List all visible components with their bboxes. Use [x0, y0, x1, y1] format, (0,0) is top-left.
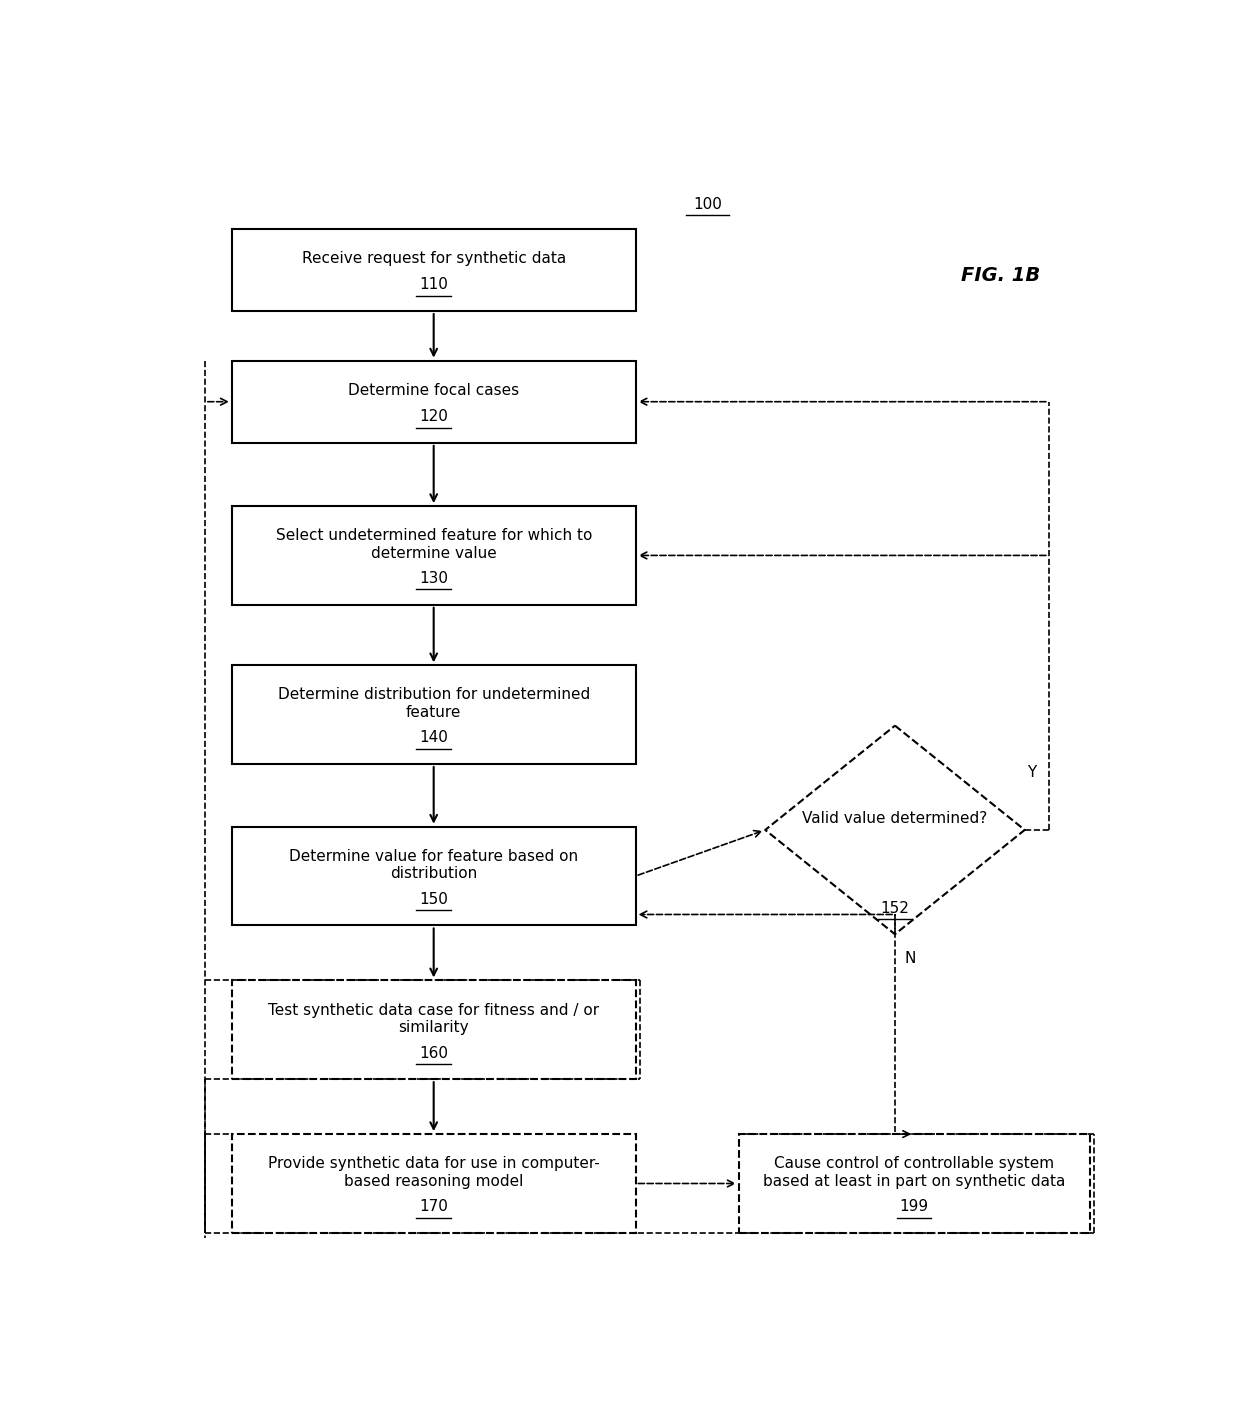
Bar	[232, 665, 635, 764]
Text: 152: 152	[880, 901, 909, 915]
Text: 100: 100	[693, 197, 722, 211]
Text: 170: 170	[419, 1199, 448, 1215]
Text: N: N	[905, 951, 916, 965]
Text: 120: 120	[419, 409, 448, 424]
Bar	[232, 506, 635, 605]
Text: 199: 199	[900, 1199, 929, 1215]
Bar	[232, 1134, 635, 1233]
Text: Determine focal cases: Determine focal cases	[348, 384, 520, 398]
Text: 160: 160	[419, 1045, 448, 1061]
Text: Determine value for feature based on
distribution: Determine value for feature based on dis…	[289, 848, 578, 881]
Text: Y: Y	[1027, 764, 1035, 780]
Bar	[232, 980, 635, 1079]
Text: Provide synthetic data for use in computer-
based reasoning model: Provide synthetic data for use in comput…	[268, 1156, 600, 1189]
Bar	[232, 361, 635, 443]
Text: 130: 130	[419, 572, 448, 586]
Text: Cause control of controllable system
based at least in part on synthetic data: Cause control of controllable system bas…	[763, 1156, 1065, 1189]
Text: 140: 140	[419, 730, 448, 746]
Bar	[232, 228, 635, 311]
Text: Receive request for synthetic data: Receive request for synthetic data	[301, 251, 565, 267]
Bar	[739, 1134, 1090, 1233]
Text: 150: 150	[419, 891, 448, 907]
Text: FIG. 1B: FIG. 1B	[961, 265, 1040, 285]
Text: Select undetermined feature for which to
determine value: Select undetermined feature for which to…	[275, 528, 591, 560]
Text: Test synthetic data case for fitness and / or
similarity: Test synthetic data case for fitness and…	[268, 1002, 599, 1035]
Bar	[232, 827, 635, 925]
Text: Determine distribution for undetermined
feature: Determine distribution for undetermined …	[278, 687, 590, 720]
Text: Valid value determined?: Valid value determined?	[802, 811, 987, 827]
Text: 110: 110	[419, 278, 448, 292]
